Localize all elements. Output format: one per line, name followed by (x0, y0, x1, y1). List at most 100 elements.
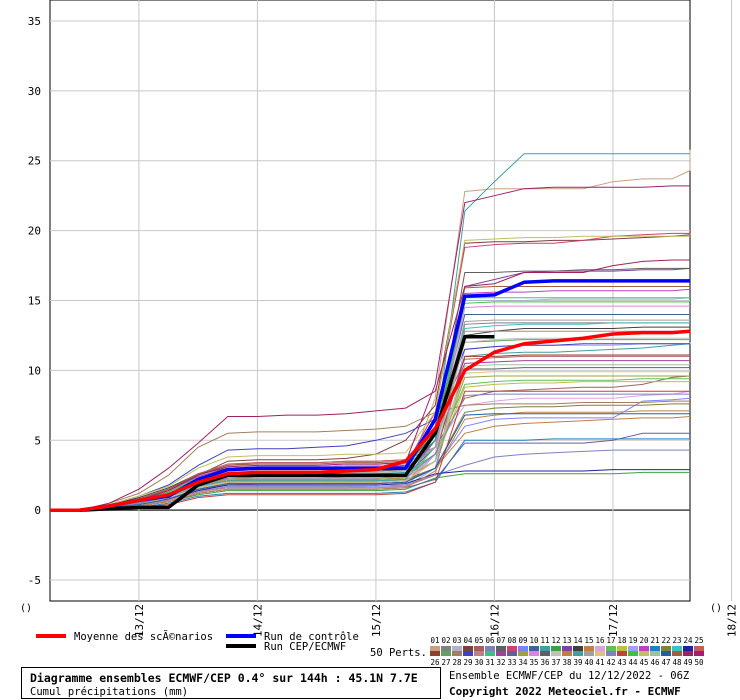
member-number: 39 (573, 658, 582, 665)
member-swatch (496, 646, 506, 651)
x-tick-label: 13/12 (133, 604, 146, 637)
member-swatch (474, 651, 484, 656)
member-number: 28 (452, 658, 462, 665)
member-number: 36 (540, 658, 550, 665)
member-line (50, 400, 690, 511)
member-swatch (452, 646, 462, 651)
member-number: 12 (551, 636, 560, 645)
member-swatch (474, 646, 484, 651)
member-number: 27 (441, 658, 450, 665)
legend-control-label: Run de contrôle (264, 631, 359, 643)
member-swatch (518, 646, 528, 651)
member-number: 23 (672, 636, 681, 645)
member-swatch (584, 651, 594, 656)
member-number: 37 (551, 658, 560, 665)
x-tick-label: 17/12 (607, 604, 620, 637)
member-number: 15 (584, 636, 593, 645)
member-line (50, 185, 690, 511)
legend-perts-label: 50 Perts. (370, 647, 427, 659)
x-tick-label: 16/12 (488, 604, 501, 637)
member-number: 03 (452, 636, 461, 645)
member-number: 16 (595, 636, 605, 645)
member-swatch (617, 651, 627, 656)
member-swatch (573, 651, 583, 656)
member-number: 48 (672, 658, 682, 665)
member-swatch (639, 646, 649, 651)
member-number: 38 (562, 658, 572, 665)
member-swatch (441, 651, 451, 656)
member-number: 06 (485, 636, 495, 645)
member-swatch (441, 646, 451, 651)
member-swatch (540, 646, 550, 651)
member-number: 26 (430, 658, 440, 665)
member-number: 35 (529, 658, 538, 665)
member-swatch (606, 651, 616, 656)
member-swatch (507, 646, 517, 651)
member-swatch (661, 646, 671, 651)
y-tick-label: 25 (28, 155, 41, 168)
member-line (50, 286, 690, 511)
y-tick-label: 5 (34, 434, 41, 447)
member-swatch (430, 651, 440, 656)
left-marker: () (20, 603, 32, 614)
member-number: 20 (639, 636, 649, 645)
member-number: 30 (474, 658, 484, 665)
copyright: Copyright 2022 Meteociel.fr - ECMWF (449, 685, 681, 698)
y-tick-label: 0 (34, 504, 41, 517)
member-swatch (683, 646, 693, 651)
member-swatch (694, 646, 704, 651)
member-swatch (617, 646, 627, 651)
member-number: 08 (507, 636, 517, 645)
member-number: 02 (441, 636, 450, 645)
member-swatch (507, 651, 517, 656)
chart-title-box: Diagramme ensembles ECMWF/CEP 0.4° sur 1… (21, 667, 441, 699)
member-swatch (562, 646, 572, 651)
member-swatch (573, 646, 583, 651)
chart-title: Diagramme ensembles ECMWF/CEP 0.4° sur 1… (30, 671, 418, 685)
member-number: 18 (617, 636, 627, 645)
member-line (50, 343, 690, 511)
member-swatch (683, 651, 693, 656)
member-number: 01 (430, 636, 439, 645)
run-info: Ensemble ECMWF/CEP du 12/12/2022 - 06Z (449, 670, 690, 682)
y-tick-label: 20 (28, 225, 41, 238)
member-number: 10 (529, 636, 539, 645)
member-number: 46 (650, 658, 660, 665)
member-color-legend: 01 02 03 04 05 06 07 08 09 10 11 12 13 14 15 16 17 18 19 20… (430, 636, 704, 665)
member-number: 13 (562, 636, 571, 645)
legend-mean-label: Moyenne des scÃ©narios (74, 630, 213, 643)
member-line (50, 438, 690, 511)
main-series (50, 279, 691, 512)
member-line (50, 371, 690, 511)
member-swatch (595, 651, 605, 656)
member-number: 04 (463, 636, 473, 645)
member-swatch (485, 651, 495, 656)
member-swatch (529, 651, 539, 656)
member-number: 07 (496, 636, 505, 645)
member-line (50, 413, 690, 511)
member-line (50, 259, 690, 511)
member-line (50, 330, 690, 511)
member-swatch (463, 651, 473, 656)
oper-line (50, 335, 495, 512)
member-swatch (606, 646, 616, 651)
member-swatch (650, 646, 660, 651)
member-number: 44 (628, 658, 638, 665)
y-tick-label: -5 (28, 574, 41, 587)
member-line (50, 235, 690, 511)
y-tick-label: 15 (28, 295, 41, 308)
member-swatch (540, 651, 550, 656)
x-tick-label: 14/12 (251, 604, 264, 637)
y-axis-ticks: -5 0 5 10 15 20 25 30 35 (28, 15, 41, 587)
member-number: 45 (639, 658, 648, 665)
y-tick-label: 10 (28, 364, 41, 377)
member-number: 19 (628, 636, 637, 645)
member-number: 22 (661, 636, 670, 645)
member-number: 32 (496, 658, 505, 665)
member-swatch (628, 651, 638, 656)
member-number: 42 (606, 658, 615, 665)
right-marker: () (710, 603, 722, 614)
member-swatch (628, 646, 638, 651)
member-swatch (496, 651, 506, 656)
member-number: 41 (595, 658, 604, 665)
